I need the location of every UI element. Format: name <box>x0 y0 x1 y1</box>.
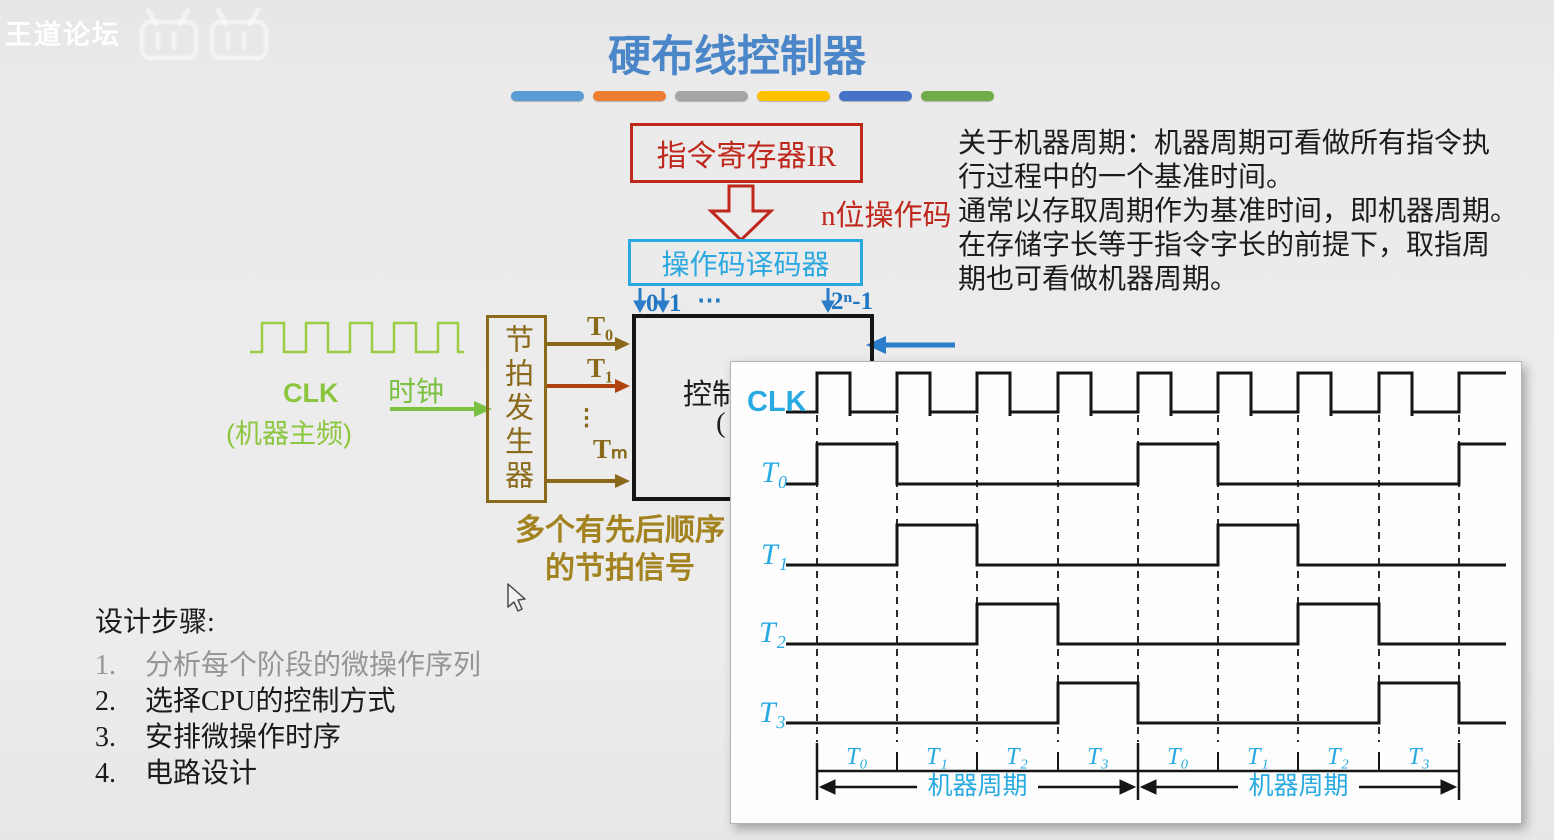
timing-diagram-panel: CLK T₀ T₁ T₂ T₃ T₀ T₁ T₂ T₃ T₀ T₁ T₂ T₃ … <box>730 361 1522 824</box>
t1-arrow <box>545 379 630 393</box>
note-line: 在存储字长等于指令字长的前提下，取指周 <box>958 230 1491 261</box>
note-line: 行过程中的一个基准时间。 <box>958 162 1295 193</box>
clk-wave <box>786 371 1506 416</box>
decoder-out-last-label: 2ⁿ-1 <box>831 288 874 315</box>
ruler-minor-ticks <box>896 752 1380 771</box>
pulse-caption-line1: 多个有先后顺序 <box>515 514 725 547</box>
t1-output-label: T₁ <box>587 353 614 383</box>
control-unit-visible-paren: ( <box>716 407 726 439</box>
mouse-cursor <box>507 583 526 612</box>
clk-sublabel: (机器主频) <box>226 419 352 449</box>
decoder-out-1-label: 1 <box>669 290 682 317</box>
decoder-output-arrows <box>633 288 835 314</box>
machine-cycle-note: 关于机器周期：机器周期可看做所有指令执 行过程中的一个基准时间。 通常以存取周期… <box>958 127 1554 297</box>
clock-waveform <box>250 321 464 354</box>
segment-label: T₂ <box>1327 744 1349 770</box>
step-number: 2. <box>95 686 116 717</box>
step-text: 选择CPU的控制方式 <box>145 686 396 717</box>
design-step-item: 1. 分析每个阶段的微操作序列 <box>95 652 481 680</box>
accent-bar <box>675 91 748 101</box>
t3-wave <box>786 681 1506 725</box>
pulse-caption: 多个有先后顺序 的节拍信号 <box>455 512 785 588</box>
ruler-major-ticks <box>815 743 1461 800</box>
panel-row-label-clk: CLK <box>747 386 807 418</box>
pulse-caption-line2: 的节拍信号 <box>545 552 695 585</box>
accent-bar <box>839 91 912 101</box>
clock-arrow <box>390 401 492 417</box>
timing-diagram <box>786 371 1506 800</box>
segment-label: T₂ <box>1006 744 1028 770</box>
t1-wave <box>786 523 1506 567</box>
segment-label: T₁ <box>1247 744 1269 770</box>
opcode-decoder-box: 操作码译码器 <box>628 239 863 286</box>
t0-arrow <box>545 337 630 351</box>
panel-row-label-t1: T₁ <box>761 538 789 571</box>
t-output-dots: ⋮ <box>575 405 598 430</box>
machine-cycle-label: 机器周期 <box>917 773 1038 799</box>
instruction-register-box: 指令寄存器IR <box>630 123 863 183</box>
decoder-out-0-label: 0 <box>646 290 659 317</box>
instruction-register-label: 指令寄存器IR <box>656 140 837 173</box>
clock-word-label: 时钟 <box>388 376 445 407</box>
watermark-brand: 王道论坛 <box>5 20 121 50</box>
opcode-decoder-label: 操作码译码器 <box>661 249 830 281</box>
design-steps: 设计步骤: 1. 分析每个阶段的微操作序列 2. 选择CPU的控制方式 3. 安… <box>95 600 481 796</box>
tm-arrow <box>545 474 630 488</box>
bilibili-logo-watermark <box>139 7 269 61</box>
design-steps-title: 设计步骤: <box>95 607 215 638</box>
pulse-generator-label: 节拍发生器 <box>500 324 533 494</box>
t2-wave <box>786 602 1506 646</box>
accent-bar <box>593 91 666 101</box>
note-line: 期也可看做机器周期。 <box>958 264 1239 295</box>
segment-label: T₃ <box>1087 744 1109 770</box>
machine-cycle-label: 机器周期 <box>1238 773 1359 799</box>
clk-label: CLK <box>283 378 339 408</box>
design-step-item: 4. 电路设计 <box>95 760 481 788</box>
design-step-item: 3. 安排微操作时序 <box>95 724 481 752</box>
step-number: 1. <box>95 650 116 681</box>
segment-label: T₃ <box>1408 744 1430 770</box>
step-text: 电路设计 <box>145 758 258 789</box>
accent-bar <box>511 91 584 101</box>
decoder-out-dots: ⋯ <box>697 287 722 314</box>
accent-bar <box>757 91 830 101</box>
design-step-item: 2. 选择CPU的控制方式 <box>95 688 481 716</box>
ir-to-decoder-arrow <box>707 184 775 243</box>
opcode-width-label: n位操作码 <box>821 200 952 232</box>
note-line: 通常以存取周期作为基准时间，即机器周期。 <box>958 196 1519 227</box>
tm-output-label: Tₘ <box>593 434 628 464</box>
step-text: 安排微操作时序 <box>145 722 342 753</box>
panel-row-label-t2: T₂ <box>759 616 787 649</box>
panel-row-label-t0: T₀ <box>761 456 789 489</box>
note-line: 关于机器周期：机器周期可看做所有指令执 <box>958 128 1491 159</box>
t0-output-label: T₀ <box>587 311 614 341</box>
t0-wave <box>786 442 1506 486</box>
pulse-generator-box: 节拍发生器 <box>486 315 547 503</box>
accent-bar <box>921 91 994 101</box>
panel-row-label-t3: T₃ <box>759 696 787 729</box>
step-number: 3. <box>95 722 116 753</box>
segment-label: T₀ <box>846 744 868 770</box>
step-number: 4. <box>95 758 116 789</box>
segment-label: T₁ <box>926 744 948 770</box>
segment-label: T₀ <box>1167 744 1189 770</box>
step-text: 分析每个阶段的微操作序列 <box>145 650 482 681</box>
page-title: 硬布线控制器 <box>608 34 866 81</box>
accent-bar-row <box>511 91 994 101</box>
feedback-arrow <box>866 336 955 354</box>
